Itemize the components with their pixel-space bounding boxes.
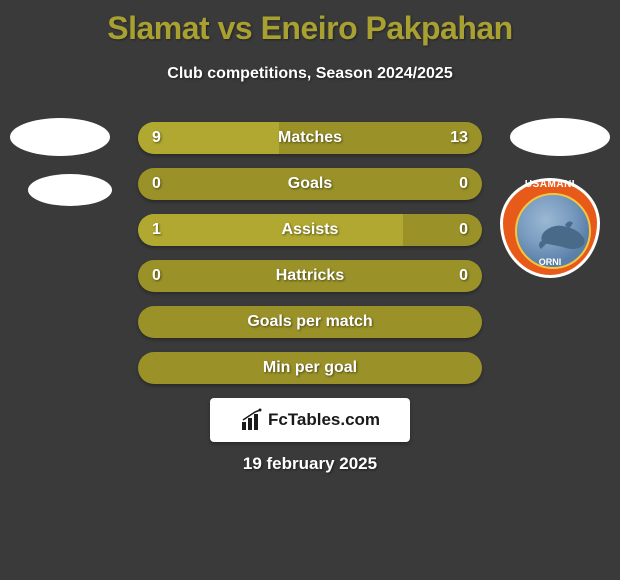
stat-label: Goals — [138, 175, 482, 193]
stat-row-hattricks: 0 Hattricks 0 — [138, 260, 482, 292]
fctables-logo-icon — [240, 408, 264, 432]
subtitle: Club competitions, Season 2024/2025 — [0, 65, 620, 83]
date-text: 19 february 2025 — [0, 454, 620, 474]
stats-container: 9 Matches 13 0 Goals 0 1 Assists 0 0 Hat… — [138, 122, 482, 398]
player-left-avatar-secondary — [28, 174, 112, 206]
stat-label: Assists — [138, 221, 482, 239]
stat-right-value: 13 — [450, 129, 468, 147]
badge-bottom-text: ORNI — [503, 257, 597, 267]
fctables-badge[interactable]: FcTables.com — [210, 398, 410, 442]
page-title: Slamat vs Eneiro Pakpahan — [0, 0, 620, 47]
player-right-avatar — [510, 118, 610, 156]
stat-right-value: 0 — [459, 221, 468, 239]
stat-row-goals-per-match: Goals per match — [138, 306, 482, 338]
stat-label: Matches — [138, 129, 482, 147]
stat-right-value: 0 — [459, 267, 468, 285]
dolphin-icon — [537, 217, 591, 257]
fctables-text: FcTables.com — [268, 410, 380, 430]
stat-label: Min per goal — [138, 359, 482, 377]
stat-row-matches: 9 Matches 13 — [138, 122, 482, 154]
club-badge: USAMANI ORNI — [500, 178, 600, 296]
stat-label: Hattricks — [138, 267, 482, 285]
stat-label: Goals per match — [138, 313, 482, 331]
stat-right-value: 0 — [459, 175, 468, 193]
player-left-avatar — [10, 118, 110, 156]
stat-row-min-per-goal: Min per goal — [138, 352, 482, 384]
stat-row-goals: 0 Goals 0 — [138, 168, 482, 200]
badge-top-text: USAMANI — [503, 179, 597, 190]
stat-row-assists: 1 Assists 0 — [138, 214, 482, 246]
